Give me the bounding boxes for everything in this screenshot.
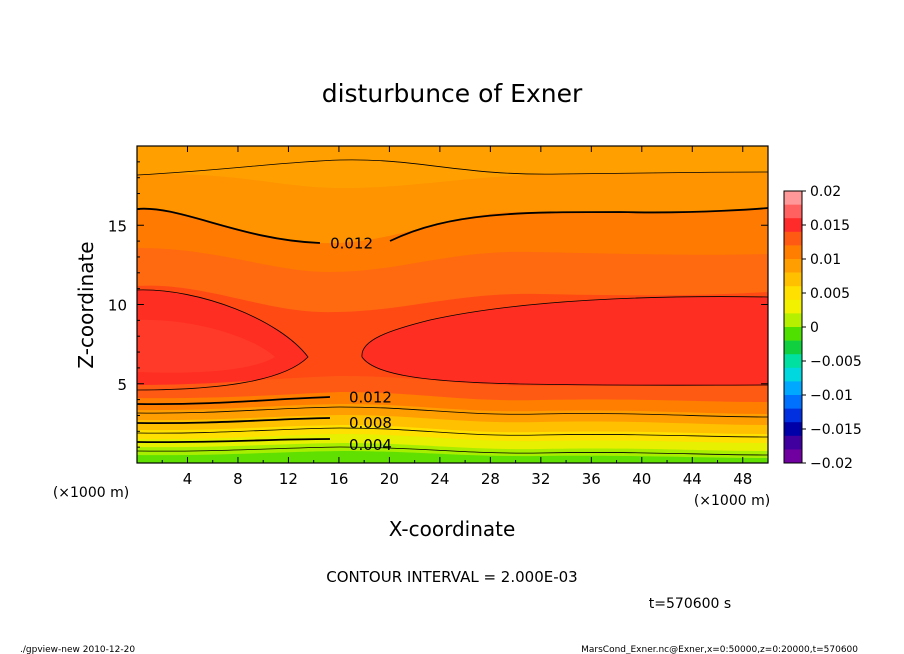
colorbar-swatch xyxy=(784,286,802,301)
contour-line xyxy=(137,159,768,176)
band-0.016-inner xyxy=(137,319,275,373)
colorbar-swatch xyxy=(784,327,802,341)
colorbar-swatch xyxy=(784,245,802,260)
colorbar xyxy=(783,190,803,464)
contour-label: 0.004 xyxy=(349,436,392,454)
contour-lines xyxy=(137,159,768,456)
contour-line xyxy=(361,296,768,386)
time-stamp: t=570600 s xyxy=(649,596,731,612)
colorbar-swatch xyxy=(784,435,802,450)
contour-line xyxy=(137,406,768,418)
chart-title: disturbunce of Exner xyxy=(322,79,583,108)
x-tick-label: 20 xyxy=(380,470,399,488)
x-tick-label: 40 xyxy=(632,470,651,488)
footer-right: MarsCond_Exner.nc@Exner,x=0:50000,z=0:20… xyxy=(581,645,858,654)
y-tick-label: 5 xyxy=(117,376,127,394)
colorbar-swatch xyxy=(784,231,802,246)
x-axis-label: X-coordinate xyxy=(389,517,516,541)
colorbar-swatch xyxy=(784,340,802,355)
contour-field xyxy=(137,146,768,463)
x-tick-label: 32 xyxy=(531,470,550,488)
y-tick-label: 10 xyxy=(108,297,127,315)
y-axis-label: Z-coordinate xyxy=(74,241,98,368)
colorbar-labels: 0.02 0.015 0.01 0.005 0 −0.005 −0.01 −0.015 −0.0… xyxy=(802,184,862,472)
colorbar-label: 0.01 xyxy=(810,252,841,268)
colorbar-swatch xyxy=(784,381,802,396)
contour-line xyxy=(137,446,768,456)
contour-line xyxy=(137,427,768,438)
colorbar-label: −0.005 xyxy=(810,354,862,370)
colorbar-swatch xyxy=(784,367,802,382)
x-tick-label: 4 xyxy=(183,470,193,488)
y-tick-label: 15 xyxy=(108,217,127,235)
colorbar-swatch xyxy=(784,422,802,437)
colorbar-swatch xyxy=(784,354,802,369)
x-tick-label: 48 xyxy=(733,470,752,488)
x-unit-right: (×1000 m) xyxy=(694,493,770,509)
contour-labels: 0.012 0.012 0.008 0.004 xyxy=(330,235,392,454)
colorbar-label: −0.02 xyxy=(810,456,853,472)
y-axis: 5 10 15 xyxy=(108,161,768,448)
colorbar-label: 0.005 xyxy=(810,286,850,302)
contour-label: 0.008 xyxy=(349,414,392,432)
colorbar-swatch xyxy=(784,313,802,328)
colorbar-swatch xyxy=(784,218,802,233)
contour-line-0.012-upper xyxy=(137,207,768,244)
x-axis: 4 8 12 16 20 24 28 32 36 40 44 48 xyxy=(161,146,752,488)
x-tick-label: 12 xyxy=(279,470,298,488)
x-unit-left: (×1000 m) xyxy=(53,485,129,501)
x-tick-label: 44 xyxy=(683,470,702,488)
colorbar-label: −0.015 xyxy=(810,422,862,438)
colorbar-label: −0.01 xyxy=(810,388,853,404)
contour-line xyxy=(137,289,309,391)
footer-left: ./gpview-new 2010-12-20 xyxy=(20,645,135,654)
x-tick-label: 8 xyxy=(233,470,243,488)
colorbar-swatch xyxy=(784,395,802,409)
colorbar-label: 0.02 xyxy=(810,184,841,200)
colorbar-swatch xyxy=(784,259,802,273)
x-tick-label: 28 xyxy=(481,470,500,488)
x-tick-label: 16 xyxy=(329,470,348,488)
contour-interval: CONTOUR INTERVAL = 2.000E-03 xyxy=(326,568,577,586)
band-0.015-right xyxy=(361,296,768,386)
colorbar-swatch xyxy=(784,272,802,287)
x-tick-label: 24 xyxy=(430,470,449,488)
colorbar-label: 0.015 xyxy=(810,218,850,234)
colorbar-swatch xyxy=(784,449,802,464)
x-tick-label: 36 xyxy=(582,470,601,488)
band-lower-0.002 xyxy=(137,451,768,463)
contour-label: 0.012 xyxy=(349,388,392,406)
colorbar-swatch xyxy=(784,191,802,205)
colorbar-swatch xyxy=(784,204,802,219)
colorbar-label: 0 xyxy=(810,320,819,336)
contour-label: 0.012 xyxy=(330,235,373,253)
colorbar-swatch xyxy=(784,408,802,423)
colorbar-swatch xyxy=(784,299,802,314)
